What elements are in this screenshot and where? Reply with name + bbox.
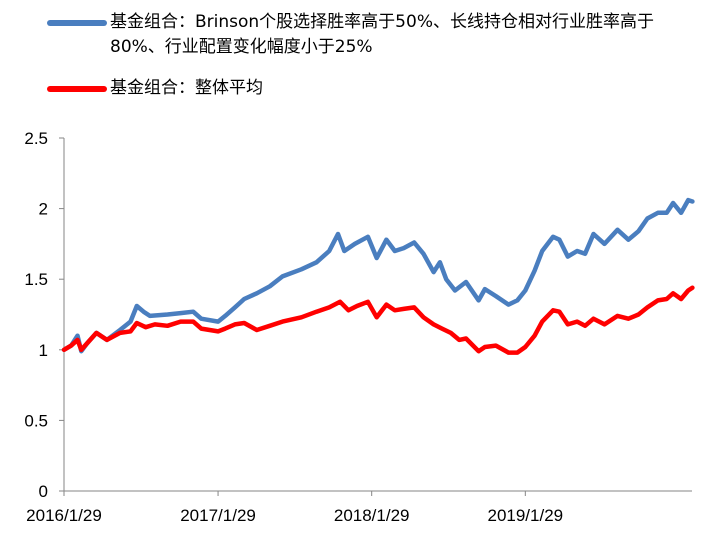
x-tick-label: 2017/1/29 xyxy=(180,506,256,525)
series-line-average xyxy=(61,285,695,355)
series-line-brinson xyxy=(61,197,695,354)
x-tick-label: 2016/1/29 xyxy=(26,506,102,525)
legend-label-red: 基金组合：整体平均 xyxy=(110,78,263,98)
y-tick-label: 1.5 xyxy=(24,270,48,289)
x-tick-label: 2019/1/29 xyxy=(487,506,563,525)
legend-swatch-blue xyxy=(47,20,107,26)
y-tick-label: 0.5 xyxy=(24,411,48,430)
x-tick-label: 2018/1/29 xyxy=(334,506,410,525)
y-tick-label: 0 xyxy=(39,482,48,501)
legend-label-blue: 基金组合：Brinson个股选择胜率高于50%、长线持仓相对行业胜率高于80%、… xyxy=(110,12,654,57)
y-tick-label: 1 xyxy=(39,341,48,360)
y-tick-label: 2 xyxy=(39,200,48,219)
legend: 基金组合：Brinson个股选择胜率高于50%、长线持仓相对行业胜率高于80%、… xyxy=(0,0,705,110)
legend-swatch-red xyxy=(47,86,107,92)
y-tick-label: 2.5 xyxy=(24,129,48,148)
